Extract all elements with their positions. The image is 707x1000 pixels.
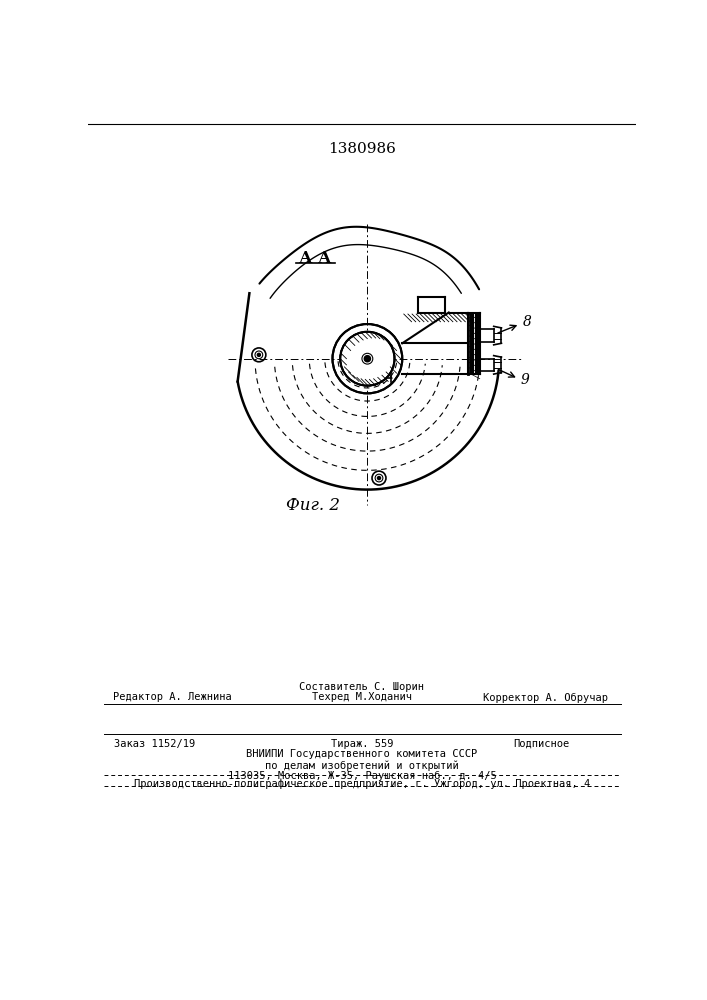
Text: Производственно-полиграфическое предприятие, г. Ужгород, ул. Проектная, 4: Производственно-полиграфическое предприя… [134,778,590,789]
Text: 9: 9 [521,373,530,387]
Text: 8: 8 [522,315,531,329]
Text: 1380986: 1380986 [328,142,396,156]
Text: Корректор А. Обручар: Корректор А. Обручар [483,692,608,703]
Text: ВНИИПИ Государственного комитета СССР: ВНИИПИ Государственного комитета СССР [246,749,477,759]
Circle shape [340,332,395,386]
Circle shape [378,477,380,480]
Text: Редактор А. Лежнина: Редактор А. Лежнина [112,692,231,702]
Circle shape [257,353,260,356]
Text: Подписное: Подписное [513,739,570,749]
Text: Составитель С. Шорин: Составитель С. Шорин [300,682,424,692]
Text: 113035, Москва, Ж-35, Раушская наб., д. 4/5: 113035, Москва, Ж-35, Раушская наб., д. … [228,771,496,781]
Text: Фиг. 2: Фиг. 2 [286,496,340,514]
Circle shape [364,356,370,362]
Text: по делам изобретений и открытий: по делам изобретений и открытий [265,760,459,771]
Text: Техред М.Ходанич: Техред М.Ходанич [312,692,412,702]
Text: Тираж. 559: Тираж. 559 [331,739,393,749]
Text: А: А [318,250,332,267]
Text: А: А [298,250,312,267]
Text: Заказ 1152/19: Заказ 1152/19 [114,739,195,749]
